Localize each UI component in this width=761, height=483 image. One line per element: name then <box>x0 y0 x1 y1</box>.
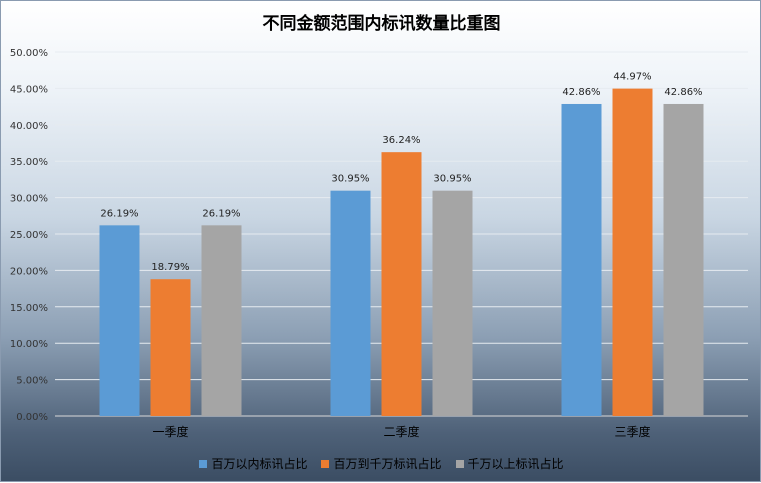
bar <box>381 152 422 417</box>
data-label: 44.97% <box>613 72 651 83</box>
bar <box>432 190 473 416</box>
y-tick-label: 40.00% <box>10 121 48 132</box>
y-tick-label: 20.00% <box>10 266 48 277</box>
data-label: 30.95% <box>433 174 471 185</box>
data-label: 18.79% <box>151 262 189 273</box>
legend-item: 百万以内标讯占比 <box>199 455 307 472</box>
data-label: 42.86% <box>562 87 600 98</box>
y-tick-label: 30.00% <box>10 194 48 205</box>
data-label: 26.19% <box>100 208 138 219</box>
bar <box>201 225 242 416</box>
bar <box>561 103 602 417</box>
data-label: 30.95% <box>331 174 369 185</box>
legend-label: 千万以上标讯占比 <box>467 457 564 471</box>
legend-label: 百万到千万标讯占比 <box>333 457 442 471</box>
y-tick-label: 5.00% <box>16 376 48 387</box>
y-tick-label: 15.00% <box>10 303 48 314</box>
legend-swatch <box>321 459 330 468</box>
chart-title: 不同金额范围内标讯数量比重图 <box>262 14 501 34</box>
legend-swatch <box>199 459 208 468</box>
bar <box>150 279 191 416</box>
y-tick-label: 25.00% <box>10 230 48 241</box>
chart-legend: 百万以内标讯占比 百万到千万标讯占比 千万以上标讯占比 <box>1 455 761 472</box>
y-tick-label: 10.00% <box>10 339 48 350</box>
bar <box>99 225 140 416</box>
legend-item: 百万到千万标讯占比 <box>321 455 442 472</box>
legend-swatch <box>455 459 464 468</box>
x-tick-label: 一季度 <box>152 424 188 439</box>
y-tick-label: 0.00% <box>16 412 48 423</box>
bar <box>330 190 371 416</box>
bar <box>663 103 704 417</box>
x-tick-label: 二季度 <box>383 424 419 439</box>
legend-label: 百万以内标讯占比 <box>211 457 308 471</box>
y-tick-label: 35.00% <box>10 157 48 168</box>
bar <box>612 88 653 416</box>
y-tick-label: 50.00% <box>10 48 48 59</box>
legend-item: 千万以上标讯占比 <box>455 455 564 472</box>
data-label: 36.24% <box>382 135 420 146</box>
y-tick-label: 45.00% <box>10 84 48 95</box>
x-tick-label: 三季度 <box>614 424 650 439</box>
data-label: 42.86% <box>664 87 702 98</box>
data-label: 26.19% <box>202 208 240 219</box>
